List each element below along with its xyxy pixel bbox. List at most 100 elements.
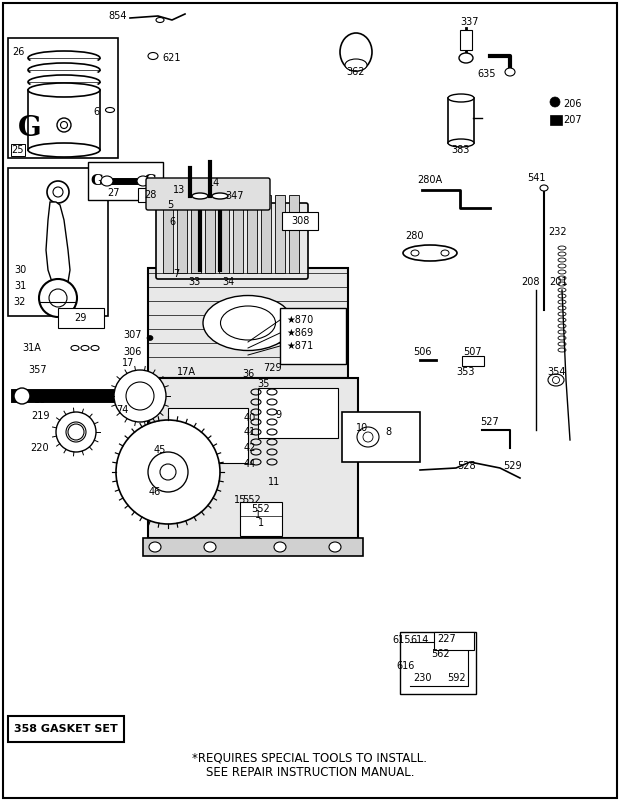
Text: 854: 854 [108,11,126,21]
Bar [462,356,484,366]
Bar [191,195,201,273]
Text: 40: 40 [244,413,256,423]
Text: G: G [91,174,104,188]
Ellipse shape [28,143,100,157]
Text: 46: 46 [149,487,161,497]
Ellipse shape [137,176,149,186]
Bar [8,716,124,742]
Ellipse shape [105,107,115,112]
Text: 307: 307 [123,330,142,340]
FancyBboxPatch shape [146,178,270,210]
Text: 527: 527 [480,417,499,427]
Ellipse shape [28,56,100,70]
Text: 9: 9 [275,410,281,420]
Circle shape [114,370,166,422]
Text: 17A: 17A [177,367,195,377]
Ellipse shape [403,245,457,261]
Text: 6: 6 [169,217,175,227]
Text: 362: 362 [347,67,365,77]
Text: 16: 16 [34,395,46,405]
Text: 353: 353 [457,367,476,377]
Bar [280,308,346,364]
Text: G: G [143,174,156,188]
Circle shape [148,452,188,492]
Text: 592: 592 [446,673,466,683]
Bar [163,195,173,273]
Ellipse shape [53,187,63,197]
Bar [177,195,187,273]
Ellipse shape [28,80,100,94]
Ellipse shape [448,94,474,102]
Bar [282,212,318,230]
Text: 17: 17 [122,358,134,368]
Ellipse shape [101,176,113,186]
Circle shape [126,382,154,410]
Bar [247,195,257,273]
Ellipse shape [548,374,564,386]
Bar [434,632,474,650]
Ellipse shape [340,33,372,71]
Circle shape [116,420,220,524]
Bar [8,168,108,316]
Text: eReplacementParts.com: eReplacementParts.com [242,415,378,425]
Text: 541: 541 [527,173,545,183]
Text: 1: 1 [258,518,264,528]
Text: 27: 27 [108,188,120,198]
Text: 35: 35 [258,379,270,389]
Text: G: G [18,115,42,142]
Text: *REQUIRES SPECIAL TOOLS TO INSTALL.: *REQUIRES SPECIAL TOOLS TO INSTALL. [192,751,428,764]
Text: 635: 635 [478,69,496,79]
Ellipse shape [459,53,473,63]
Text: 308: 308 [291,216,309,226]
Text: 219: 219 [31,411,49,421]
Ellipse shape [147,336,153,340]
Text: 206: 206 [563,99,582,109]
Ellipse shape [61,122,68,128]
Text: 8: 8 [385,427,391,437]
Text: 11: 11 [268,477,280,487]
Text: ★869: ★869 [286,328,313,338]
Text: 358 GASKET SET: 358 GASKET SET [14,724,118,734]
Ellipse shape [221,306,275,340]
Circle shape [56,412,96,452]
Bar [289,195,299,273]
Bar [58,308,104,328]
Text: 201: 201 [549,277,567,287]
Text: 1: 1 [255,510,261,520]
Text: 26: 26 [12,47,24,57]
Ellipse shape [149,542,161,552]
Ellipse shape [57,118,71,132]
Bar [138,188,162,202]
Text: 207: 207 [563,115,582,125]
Text: 506: 506 [413,347,432,357]
Ellipse shape [505,68,515,76]
Bar [233,195,243,273]
Bar [275,195,285,273]
Text: 208: 208 [521,277,539,287]
Ellipse shape [274,542,286,552]
Bar [258,388,338,438]
Text: 34: 34 [222,277,234,287]
Ellipse shape [28,83,100,97]
Ellipse shape [81,345,89,351]
Text: 552: 552 [252,504,270,514]
Text: ★870: ★870 [286,315,313,325]
Text: 25: 25 [12,145,24,155]
Polygon shape [46,202,70,290]
Ellipse shape [49,289,67,307]
Text: 10: 10 [356,423,368,433]
Bar [8,38,118,158]
Ellipse shape [91,345,99,351]
Ellipse shape [411,250,419,256]
Text: 14: 14 [208,178,220,188]
Text: 31A: 31A [22,343,41,353]
Ellipse shape [204,542,216,552]
Text: 337: 337 [461,17,479,27]
Text: 347: 347 [226,191,244,201]
Text: ★871: ★871 [286,341,313,351]
Text: 28: 28 [144,190,156,200]
Ellipse shape [39,279,77,317]
Ellipse shape [156,18,164,22]
Text: 562: 562 [431,649,450,659]
Ellipse shape [28,68,100,82]
